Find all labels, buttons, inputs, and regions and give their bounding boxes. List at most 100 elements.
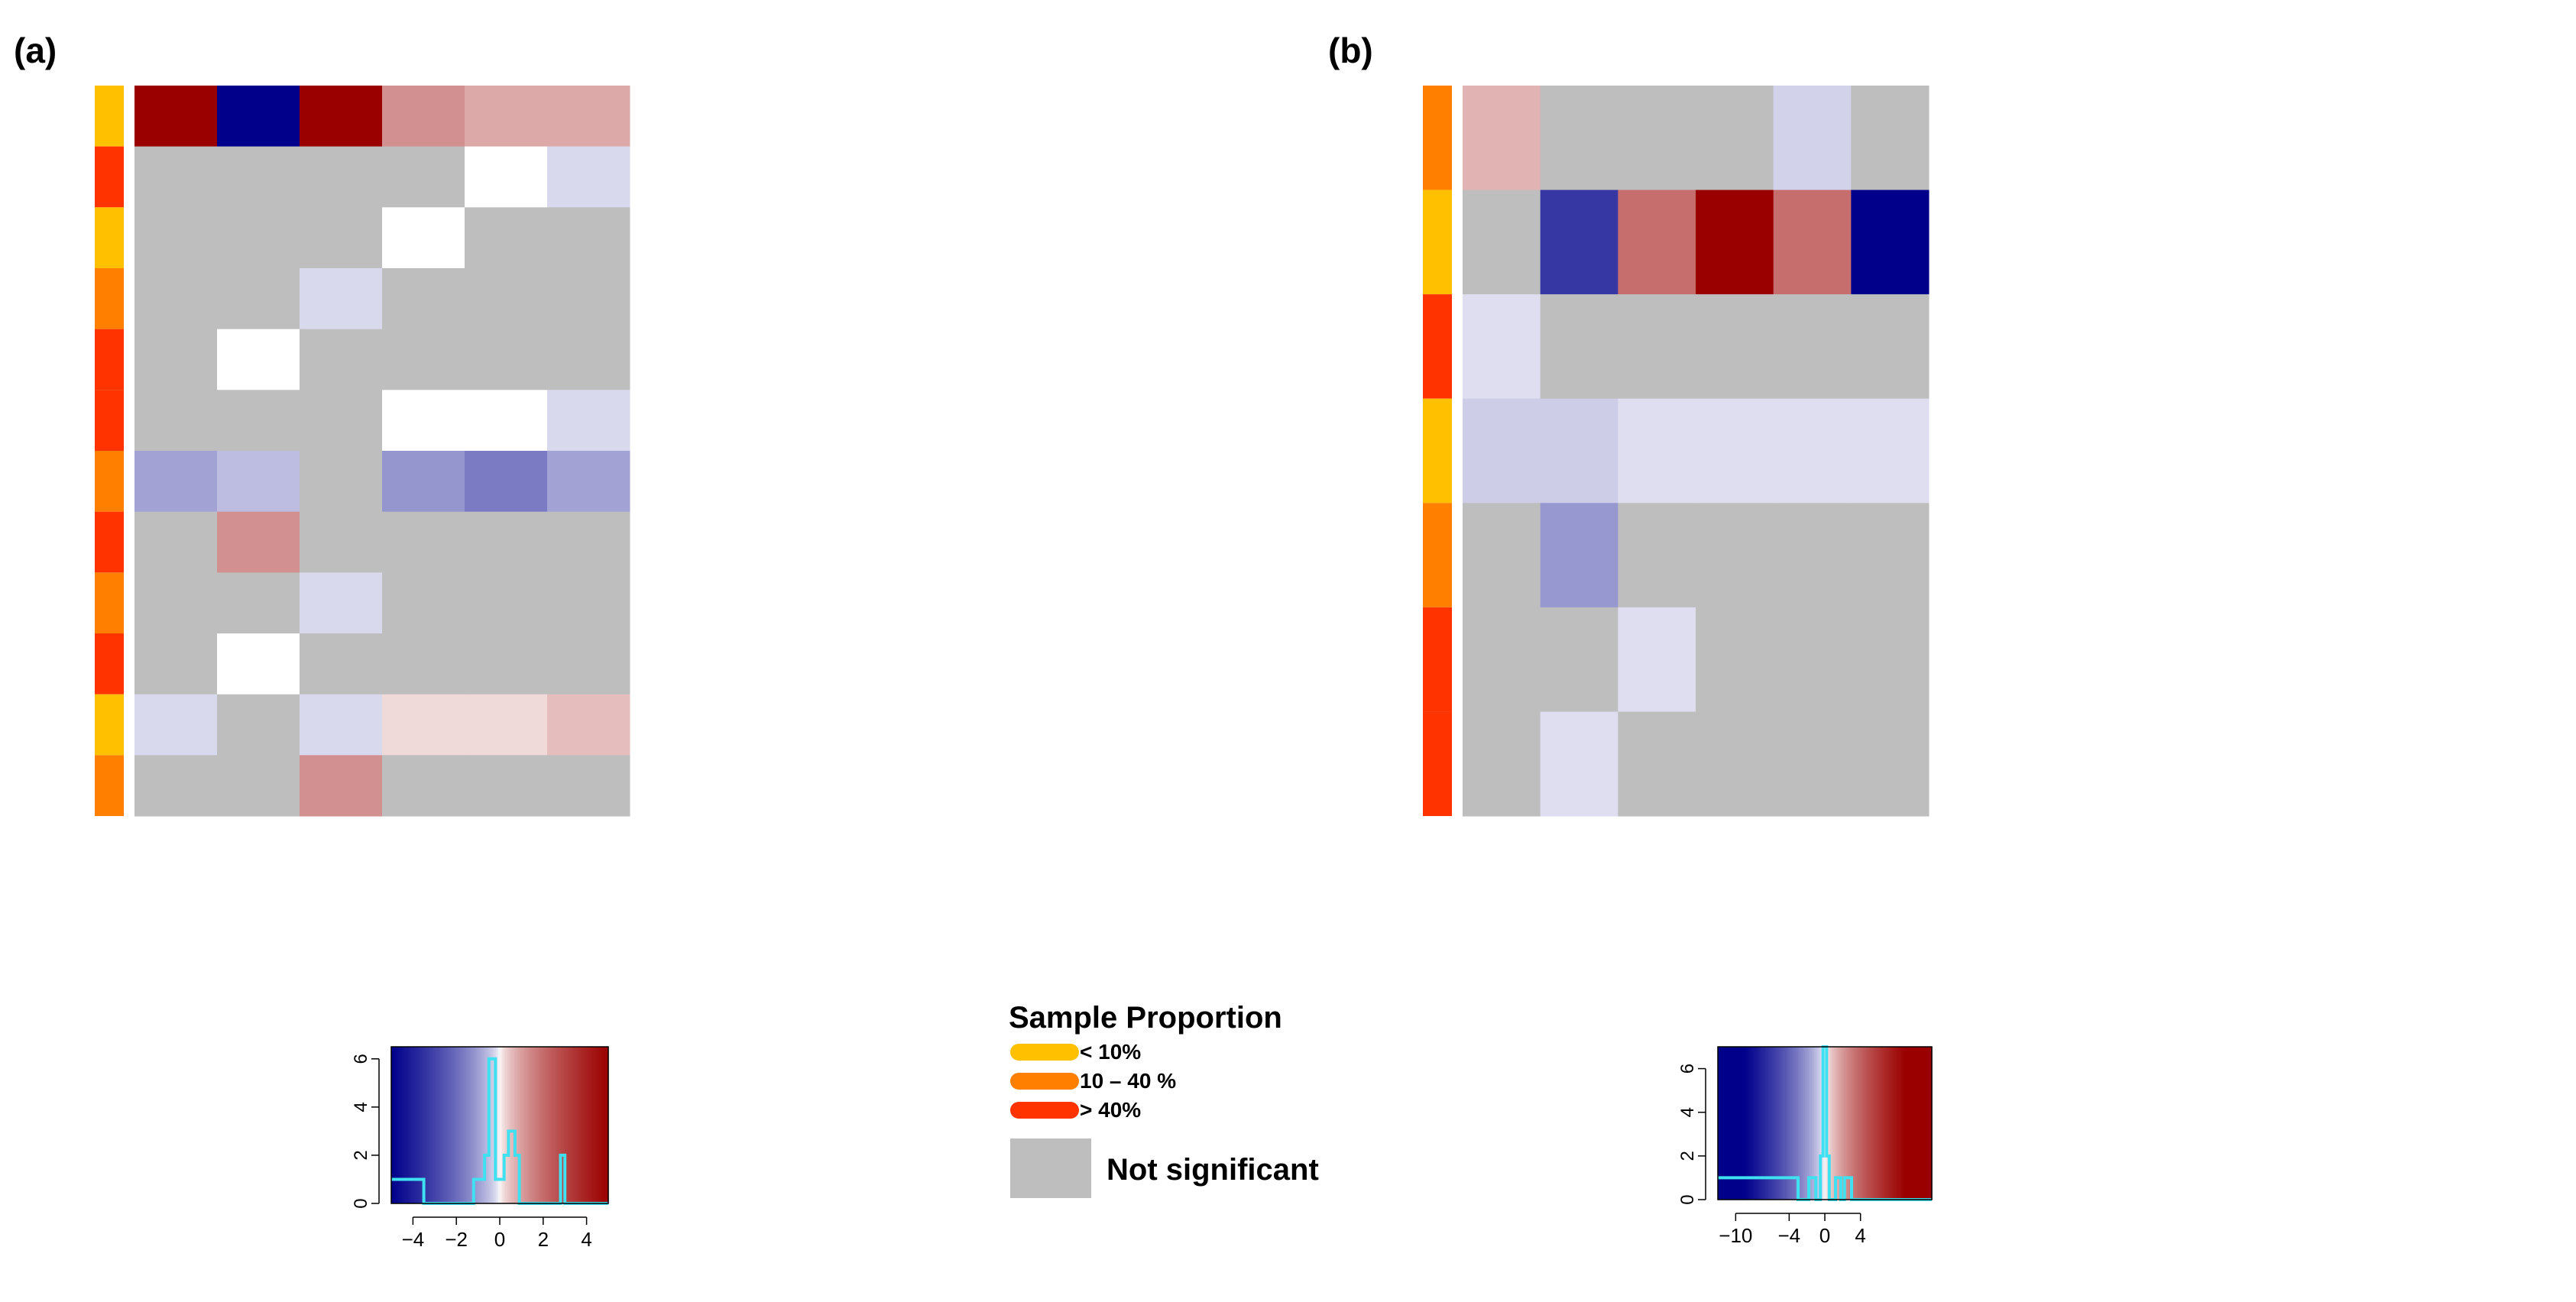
heatmap-cell [300, 390, 383, 452]
color-key-gradient-band [548, 1047, 551, 1203]
color-key-gradient-band [520, 1047, 522, 1203]
color-key-frame [1717, 1046, 1933, 1200]
color-key-gradient-band [577, 1047, 580, 1203]
color-key-gradient-band [1766, 1047, 1768, 1200]
color-key-gradient-band [1810, 1047, 1813, 1200]
color-key-gradient-band [507, 1047, 510, 1203]
color-key-gradient-band [398, 1047, 401, 1203]
color-key-gradient-band [1848, 1047, 1851, 1200]
color-key-gradient-band [1884, 1047, 1886, 1200]
heatmap-cell [300, 511, 383, 573]
color-key-gradient-band [579, 1047, 582, 1203]
color-key-gradient-band [467, 1047, 470, 1203]
color-key-gradient-band [1761, 1047, 1763, 1200]
color-key-frame [390, 1046, 609, 1204]
color-key-gradient-band [1778, 1047, 1781, 1200]
color-key-gradient-band [429, 1047, 432, 1203]
heatmap-cell [382, 86, 465, 147]
color-key-gradient-band [1913, 1047, 1917, 1200]
color-key-gradient-band [572, 1047, 575, 1203]
heatmap-cell [300, 694, 383, 756]
color-key-gradient-band [516, 1047, 519, 1203]
color-key-gradient-band [483, 1047, 486, 1203]
heatmap-cell [465, 755, 548, 817]
color-key-gradient-band [411, 1047, 413, 1203]
color-key-gradient-band [1852, 1047, 1854, 1200]
color-key-gradient-band [397, 1047, 400, 1203]
color-key-gradient-band [418, 1047, 421, 1203]
color-key-gradient-band [409, 1047, 412, 1203]
color-key-gradient-band [1726, 1047, 1729, 1200]
color-key-gradient-band [1773, 1047, 1776, 1200]
heatmap-cell [1851, 503, 1930, 608]
color-key-gradient-band [1718, 1047, 1720, 1200]
color-key-gradient-band [523, 1047, 526, 1203]
legend-label-gt40: > 40% [1080, 1098, 1141, 1122]
color-key-gradient-band [427, 1047, 430, 1203]
heatmap-cell [1773, 398, 1852, 504]
panel-a-heatmap [95, 86, 630, 817]
color-key-gradient-band [556, 1047, 559, 1203]
proportion-bar-cell [1423, 607, 1452, 712]
heatmap-cell [134, 633, 218, 695]
color-key-gradient-band [1916, 1047, 1918, 1200]
y-tick-label: 4 [1677, 1107, 1698, 1117]
y-tick-label: 6 [351, 1054, 371, 1064]
heatmap-cell [1463, 398, 1541, 504]
heatmap-cell [217, 755, 300, 817]
color-key-gradient-band [1836, 1047, 1838, 1200]
heatmap-cell [382, 694, 465, 756]
heatmap-cell [1540, 398, 1619, 504]
color-key-gradient-band [462, 1047, 465, 1203]
color-key-gradient-band [512, 1047, 515, 1203]
heatmap-cell [1851, 294, 1930, 400]
color-key-gradient-band [1757, 1047, 1760, 1200]
color-key-gradient-band [574, 1047, 576, 1203]
color-key-gradient-band [1817, 1047, 1820, 1200]
color-key-gradient-band [1878, 1047, 1881, 1200]
color-key-gradient-band [447, 1047, 450, 1203]
color-key-gradient-band [1887, 1047, 1890, 1200]
panel-b-label: (b) [1328, 31, 1373, 70]
proportion-bar-cell [1423, 189, 1452, 295]
color-key-gradient-band [1833, 1047, 1836, 1200]
heatmap-cell [300, 451, 383, 513]
color-key-gradient-band [591, 1047, 595, 1203]
proportion-bar-cell [1423, 294, 1452, 399]
color-key-gradient-band [1768, 1047, 1771, 1200]
proportion-bar-cell [1423, 398, 1452, 504]
color-key-gradient-band [402, 1047, 405, 1203]
heatmap-cell [382, 207, 465, 269]
color-key-gradient-band [472, 1047, 475, 1203]
panel-b-heatmap [1423, 86, 1930, 817]
legend-swatch-lt10 [1010, 1044, 1079, 1061]
color-key-gradient-band [1732, 1047, 1735, 1200]
color-key-gradient-band [1832, 1047, 1835, 1200]
heatmap-cell [465, 572, 548, 634]
proportion-bar-cell [95, 146, 124, 208]
heatmap-cell [547, 633, 630, 695]
color-key-gradient-band [1930, 1047, 1933, 1200]
heatmap-cell [1773, 607, 1852, 712]
color-key-gradient-band [1730, 1047, 1733, 1200]
heatmap-cell [300, 572, 383, 634]
color-key-gradient-band [500, 1047, 502, 1203]
color-key-gradient-band [1917, 1047, 1920, 1200]
color-key-gradient-band [1864, 1047, 1867, 1200]
color-key-gradient-band [561, 1047, 564, 1203]
heatmap-cell [217, 329, 300, 390]
color-key-gradient-band [434, 1047, 437, 1203]
color-key-gradient-band [604, 1047, 608, 1203]
heatmap-cell [547, 86, 630, 147]
color-key-gradient-band [1777, 1047, 1779, 1200]
heatmap-cell [134, 390, 218, 452]
color-key-gradient-band [1921, 1047, 1923, 1200]
heatmap-cell [217, 268, 300, 330]
heatmap-cell [1618, 711, 1696, 817]
color-key-gradient-band [540, 1047, 543, 1203]
heatmap-cell [1851, 86, 1930, 191]
heatmap-cell [217, 390, 300, 452]
heatmap-cell [465, 390, 548, 452]
color-key-gradient-band [496, 1047, 499, 1203]
proportion-bar-cell [95, 511, 124, 573]
